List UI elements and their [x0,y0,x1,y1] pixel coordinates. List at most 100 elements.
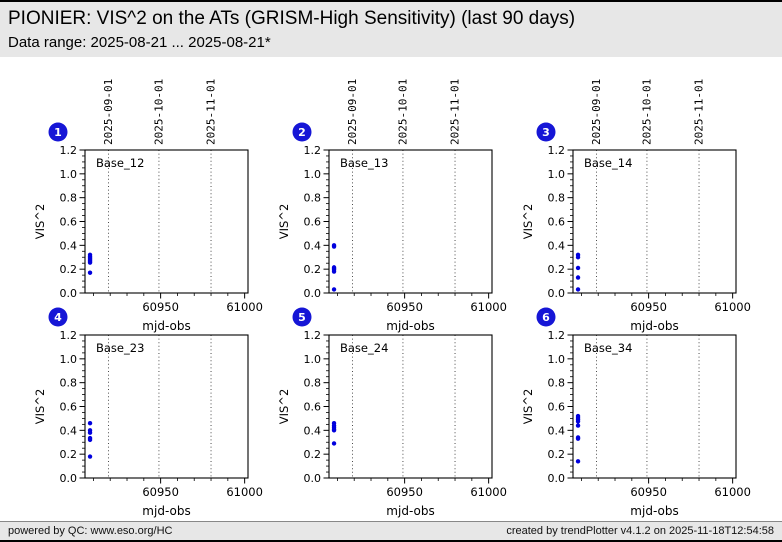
y-axis-label: VIS^2 [33,204,47,240]
y-tick-label: 1.0 [548,168,566,181]
y-tick-label: 0.2 [548,263,566,276]
date-gridline-label: 2025-11-01 [205,79,218,145]
date-gridline-label: 2025-11-01 [449,79,462,145]
x-tick-label: 61000 [470,485,507,499]
data-point [575,265,581,271]
x-axis-label: mjd-obs [142,504,190,518]
subplot-svg-4: 0.0 0.2 0.4 0.6 0.8 1.0 1.2 60950 61000 Base_23 VI… [33,307,263,518]
y-tick-label: 1.2 [304,329,322,342]
y-axis-label: VIS^2 [277,204,291,240]
subplot-title: Base_34 [584,341,632,355]
data-point [87,454,93,459]
footer-created-by: created by trendPlotter v4.1.2 on 2025-1… [506,525,774,537]
y-tick-label: 0.0 [60,287,78,300]
footer: powered by QC: www.eso.org/HC created by… [0,521,782,542]
y-tick-label: 0.8 [548,192,566,205]
index-badge [292,122,312,142]
x-axis-label: mjd-obs [630,319,678,333]
data-point [331,269,337,274]
data-point [575,275,581,280]
y-tick-label: 1.0 [60,168,78,181]
index-badge-number: 6 [542,311,550,324]
y-tick-label: 0.2 [60,263,78,276]
subplot-svg-2: 2025-09-01 2025-10-01 2025-11-01 0.0 0.2 0.4 0… [277,79,507,333]
y-tick-label: 0.8 [304,377,322,390]
date-gridline-label: 2025-10-01 [640,79,653,145]
x-tick-label: 61000 [470,300,507,314]
subplot-svg-3: 2025-09-01 2025-10-01 2025-11-01 0.0 0.2 0.4 0… [521,79,751,333]
x-tick-label: 60950 [386,485,423,499]
data-point [331,441,337,446]
y-tick-label: 0.4 [548,239,566,252]
y-tick-label: 0.2 [60,448,78,461]
x-tick-label: 60950 [142,300,179,314]
plot-box [572,334,737,479]
date-gridline-label: 2025-10-01 [152,79,165,145]
y-tick-label: 1.2 [60,329,78,342]
data-point [575,419,581,424]
page-title: PIONIER: VIS^2 on the ATs (GRISM-High Se… [8,8,576,29]
index-badge-number: 3 [542,126,550,139]
data-point [331,287,337,292]
subplot-title: Base_12 [96,156,144,170]
data-point [87,430,93,435]
header: PIONIER: VIS^2 on the ATs (GRISM-High Se… [0,0,782,57]
y-tick-label: 0.2 [304,448,322,461]
index-badge [292,307,312,327]
y-tick-label: 0.4 [60,424,78,437]
subplot-title: Base_13 [340,156,388,170]
subplot-title: Base_24 [340,341,388,355]
data-point [575,255,581,260]
y-tick-label: 1.0 [304,353,322,366]
index-badge-number: 4 [54,311,62,324]
x-tick-label: 60950 [386,300,423,314]
x-tick-label: 61000 [226,485,263,499]
index-badge [48,122,68,142]
subplot-base_23: 0.0 0.2 0.4 0.6 0.8 1.0 1.2 60950 61000 Base_23 VI… [30,243,270,535]
x-tick-label: 60950 [142,485,179,499]
data-point [87,420,93,426]
y-axis-label: VIS^2 [521,389,535,425]
subplot-base_12: 2025-09-01 2025-10-01 2025-11-01 0.0 0.2 0.4 0… [30,58,270,350]
footer-powered-by: powered by QC: www.eso.org/HC [8,525,173,537]
y-tick-label: 1.2 [548,144,566,157]
y-tick-label: 1.2 [548,329,566,342]
y-tick-label: 0.8 [60,377,78,390]
subplot-base_24: 0.0 0.2 0.4 0.6 0.8 1.0 1.2 60950 61000 Base_24 VI… [274,243,514,535]
subplot-title: Base_23 [96,341,144,355]
y-tick-label: 0.6 [60,216,78,229]
date-gridline-label: 2025-09-01 [346,79,359,145]
y-tick-label: 0.0 [304,287,322,300]
subplot-base_34: 0.0 0.2 0.4 0.6 0.8 1.0 1.2 60950 61000 Base_34 VI… [518,243,758,535]
date-gridline-label: 2025-09-01 [102,79,115,145]
y-tick-label: 0.6 [60,401,78,414]
data-point [87,260,93,265]
y-tick-label: 0.4 [548,424,566,437]
data-point [575,436,581,441]
y-tick-label: 0.2 [304,263,322,276]
plot-box [84,334,249,479]
y-tick-label: 0.6 [548,216,566,229]
subplot-base_13: 2025-09-01 2025-10-01 2025-11-01 0.0 0.2 0.4 0… [274,58,514,350]
x-tick-label: 60950 [630,300,667,314]
subplot-svg-5: 0.0 0.2 0.4 0.6 0.8 1.0 1.2 60950 61000 Base_24 VI… [277,307,507,518]
y-tick-label: 1.0 [548,353,566,366]
index-badge [536,122,556,142]
x-tick-label: 61000 [714,300,751,314]
index-badge [48,307,68,327]
y-axis-label: VIS^2 [277,389,291,425]
y-tick-label: 0.8 [304,192,322,205]
data-point [87,437,93,443]
data-point [575,287,581,292]
plots-area: 2025-09-01 2025-10-01 2025-11-01 0.0 0.2 0.4 0… [0,57,782,521]
y-tick-label: 0.0 [60,472,78,485]
data-point [331,428,337,433]
y-tick-label: 1.2 [304,144,322,157]
y-tick-label: 0.0 [304,472,322,485]
date-gridline-label: 2025-09-01 [590,79,603,145]
data-point [575,423,581,428]
x-tick-label: 61000 [226,300,263,314]
y-tick-label: 0.2 [548,448,566,461]
data-point [87,270,93,275]
